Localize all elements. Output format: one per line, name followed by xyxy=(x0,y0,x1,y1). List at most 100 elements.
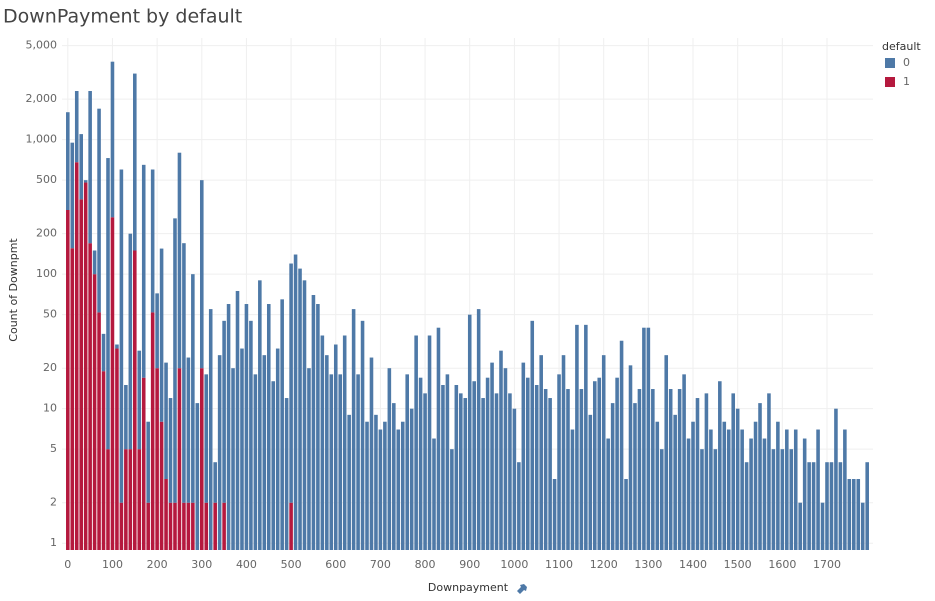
bar-segment xyxy=(459,393,463,550)
bar-segment xyxy=(592,381,597,550)
bar-segment xyxy=(811,462,816,550)
x-tick-label: 200 xyxy=(147,558,168,571)
bar-segment xyxy=(557,374,561,550)
bar-segment xyxy=(552,479,557,550)
bar-segment xyxy=(396,429,401,550)
bar-segment xyxy=(249,320,253,550)
bar-segment xyxy=(97,108,101,313)
bar-segment xyxy=(628,365,633,550)
bar-segment xyxy=(512,408,517,550)
bar-segment xyxy=(490,362,494,550)
bar-segment xyxy=(119,169,124,503)
bar-segment xyxy=(588,414,593,550)
y-tick-label: 50 xyxy=(43,308,57,321)
bar-segment xyxy=(191,274,195,503)
bar-segment xyxy=(70,248,75,550)
bar-segment xyxy=(262,355,267,550)
bar-segment xyxy=(695,398,700,550)
y-tick-label: 1 xyxy=(50,536,57,549)
bar-segment xyxy=(463,398,468,550)
bar-segment xyxy=(834,408,838,550)
bar-segment xyxy=(539,355,543,550)
bar-segment xyxy=(561,355,566,550)
bar-segment xyxy=(101,371,106,550)
bar-segment xyxy=(231,368,235,550)
bar-segment xyxy=(418,377,423,550)
bar-segment xyxy=(731,393,736,550)
y-tick-label: 5 xyxy=(50,442,57,455)
bar-segment xyxy=(235,290,240,550)
bar-segment xyxy=(124,449,128,550)
bar-segment xyxy=(92,274,97,550)
bar-segment xyxy=(856,479,861,550)
bar-segment xyxy=(222,502,226,550)
legend-label: 0 xyxy=(903,56,910,69)
bar-segment xyxy=(673,414,677,550)
bar-segment xyxy=(155,368,159,550)
bar-segment xyxy=(436,327,441,550)
bar-segment xyxy=(829,462,834,550)
bar-segment xyxy=(92,250,97,275)
bar-segment xyxy=(601,355,606,550)
bar-segment xyxy=(320,335,325,550)
bar-segment xyxy=(852,479,856,550)
bar-segment xyxy=(744,462,749,550)
bar-segment xyxy=(642,327,646,550)
bar-segment xyxy=(88,91,92,244)
x-tick-label: 1400 xyxy=(679,558,707,571)
bar-segment xyxy=(168,502,173,550)
bar-segment xyxy=(677,389,682,550)
bar-segment xyxy=(651,389,655,550)
bar-segment xyxy=(816,429,820,550)
bar-segment xyxy=(802,438,807,550)
bar-segment xyxy=(199,368,204,550)
bar-segment xyxy=(133,250,137,550)
bar-segment xyxy=(128,233,133,450)
bar-segment xyxy=(499,350,503,550)
bar-segment xyxy=(182,243,186,503)
x-tick-label: 500 xyxy=(281,558,302,571)
bar-segment xyxy=(387,368,392,550)
bar-segment xyxy=(284,398,289,550)
legend-swatch xyxy=(885,77,895,87)
pin-icon[interactable] xyxy=(517,584,527,594)
bar-segment xyxy=(392,403,396,550)
bar-segment xyxy=(182,502,186,550)
bar-segment xyxy=(110,217,115,550)
bar-segment xyxy=(441,384,445,550)
bar-segment xyxy=(316,304,320,550)
bar-segment xyxy=(575,324,579,550)
bar-segment xyxy=(485,377,490,550)
bar-segment xyxy=(271,381,276,550)
bar-segment xyxy=(847,479,852,550)
bar-segment xyxy=(508,393,512,550)
bar-segment xyxy=(302,280,307,550)
bar-segment xyxy=(213,502,217,550)
y-tick-label: 100 xyxy=(36,267,57,280)
bar-segment xyxy=(762,438,767,550)
bar-segment xyxy=(266,304,271,550)
bar-segment xyxy=(432,438,436,550)
bar-segment xyxy=(718,381,722,550)
bar-segment xyxy=(83,180,88,183)
bar-segment xyxy=(619,340,624,550)
x-tick-label: 1500 xyxy=(724,558,752,571)
bar-segment xyxy=(700,449,704,550)
bar-segment xyxy=(307,368,311,550)
bar-segment xyxy=(405,374,409,550)
bar-segment xyxy=(79,199,83,550)
bar-segment xyxy=(467,314,472,550)
bar-segment xyxy=(691,421,695,550)
bar-segment xyxy=(289,263,293,503)
bar-segment xyxy=(637,389,642,550)
bar-segment xyxy=(141,164,146,378)
bar-segment xyxy=(843,429,847,550)
bar-segment xyxy=(133,73,137,251)
bar-segment xyxy=(610,403,615,550)
bar-segment xyxy=(548,398,552,550)
bar-segment xyxy=(137,449,142,550)
bar-segment xyxy=(472,381,476,550)
bar-segment xyxy=(173,218,177,503)
bar-segment xyxy=(378,429,383,550)
bar-segment xyxy=(88,243,92,551)
